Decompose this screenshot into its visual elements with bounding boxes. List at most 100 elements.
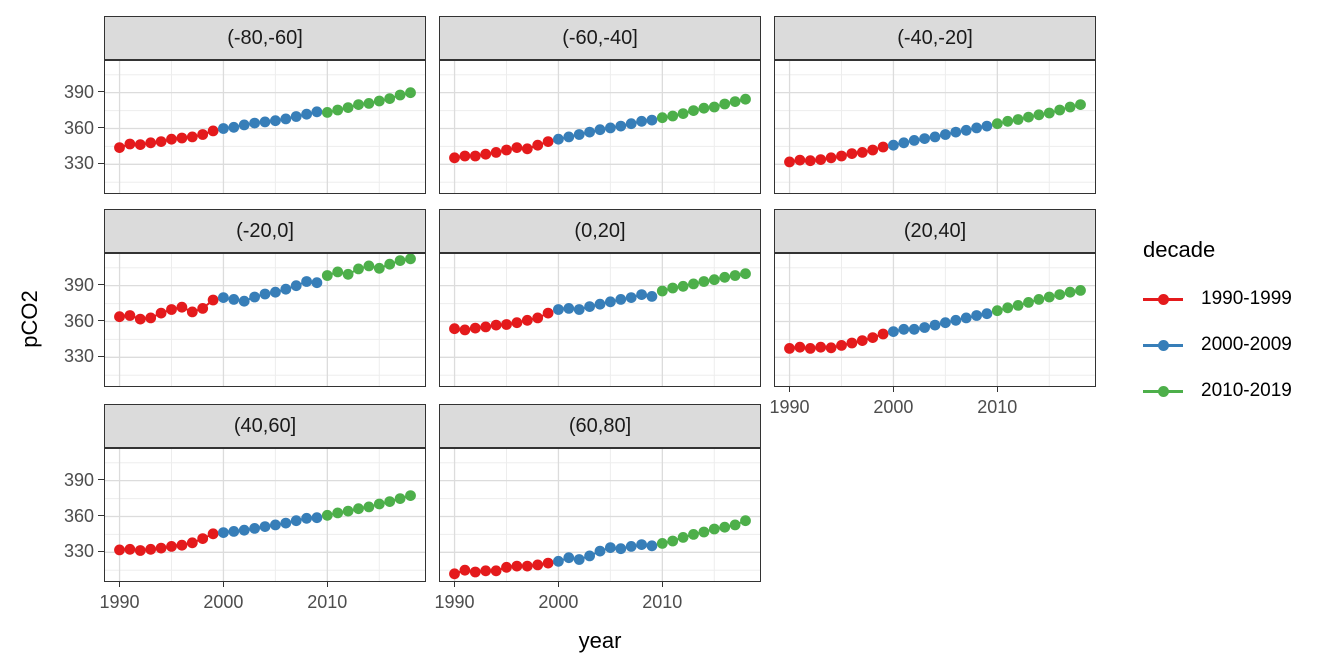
legend-dot-icon [1157, 339, 1169, 351]
data-point [165, 133, 177, 145]
facet-strip: (-40,-20] [773, 16, 1097, 60]
data-point [614, 543, 626, 555]
y-tick-mark [98, 283, 104, 286]
y-axis-title: pCO2 [17, 290, 42, 348]
data-point [635, 115, 647, 127]
data-point [646, 291, 657, 302]
data-point [656, 538, 668, 549]
data-point [594, 124, 605, 136]
legend-entry-label: 2010-2019 [1201, 380, 1292, 401]
data-point [511, 142, 522, 153]
data-point [196, 533, 208, 544]
data-point [573, 554, 585, 565]
data-point [238, 524, 250, 536]
data-point [583, 301, 595, 312]
data-point [363, 260, 374, 272]
data-point [176, 301, 187, 313]
data-point [124, 310, 135, 321]
facet-strip: (-60,-40] [438, 16, 762, 60]
data-point [573, 129, 585, 140]
data-point [511, 317, 522, 329]
legend-dot-icon [1157, 293, 1169, 305]
data-point [300, 108, 312, 120]
facet-panel [438, 448, 761, 582]
data-point [604, 122, 616, 134]
data-point [1033, 294, 1044, 305]
data-point [718, 271, 730, 283]
y-tick-mark [98, 126, 104, 129]
x-tick-mark [996, 386, 999, 392]
data-point [656, 285, 668, 297]
x-tick-label: 2000 [538, 592, 579, 612]
data-point [373, 95, 385, 107]
facet-strip: (-20,0] [103, 209, 427, 253]
data-point [227, 526, 239, 537]
data-point [217, 123, 229, 134]
data-point [718, 98, 730, 110]
data-point [887, 139, 899, 151]
y-tick-mark [98, 90, 104, 93]
data-point [625, 118, 637, 130]
data-point [939, 129, 951, 140]
data-point [698, 276, 709, 287]
data-point [113, 311, 125, 323]
y-tick-label: 330 [63, 346, 94, 367]
data-point [352, 503, 364, 515]
data-point [1064, 286, 1076, 298]
data-point [269, 519, 281, 531]
data-point [825, 342, 837, 354]
y-tick-label: 390 [63, 274, 94, 295]
data-point [459, 564, 470, 576]
data-point [259, 521, 270, 532]
data-point [134, 545, 146, 556]
data-point [1001, 115, 1013, 127]
data-point [552, 555, 564, 567]
facet-panel [438, 60, 761, 194]
data-point [866, 332, 878, 343]
data-point [1064, 101, 1076, 113]
data-point [500, 319, 512, 330]
x-tick-label: 2010 [977, 397, 1018, 417]
data-point [614, 294, 626, 305]
data-point [1012, 300, 1024, 311]
data-point [804, 343, 816, 354]
data-point [542, 307, 554, 319]
data-point [521, 314, 533, 326]
data-point [521, 560, 533, 572]
data-point [846, 148, 857, 159]
data-point [687, 105, 699, 116]
data-point [394, 89, 406, 101]
y-tick-mark [98, 514, 104, 517]
data-point [583, 550, 595, 562]
x-tick-mark [453, 581, 456, 587]
data-point [238, 295, 250, 307]
data-point [394, 255, 406, 266]
data-point [155, 136, 167, 147]
data-point [646, 540, 657, 552]
data-point [1074, 99, 1086, 110]
data-point [908, 135, 920, 146]
data-point [124, 543, 135, 555]
data-point [991, 118, 1003, 130]
data-point [321, 509, 333, 521]
decade-line [118, 299, 214, 321]
data-point [991, 305, 1003, 317]
legend-entry-2010s: 2010-2019 [1143, 380, 1292, 402]
facet-panel [103, 60, 426, 194]
data-point [739, 515, 751, 527]
data-point [542, 557, 554, 569]
x-tick-mark [788, 386, 791, 392]
data-point [846, 337, 857, 349]
y-tick-mark [98, 550, 104, 553]
data-point [342, 268, 354, 280]
data-point [729, 270, 741, 281]
data-point [666, 282, 678, 294]
data-point [144, 312, 156, 324]
data-point [635, 289, 647, 300]
data-point [404, 254, 416, 265]
y-tick-label: 330 [63, 541, 94, 562]
data-point [708, 101, 720, 113]
data-point [531, 139, 543, 151]
data-point [866, 144, 878, 156]
